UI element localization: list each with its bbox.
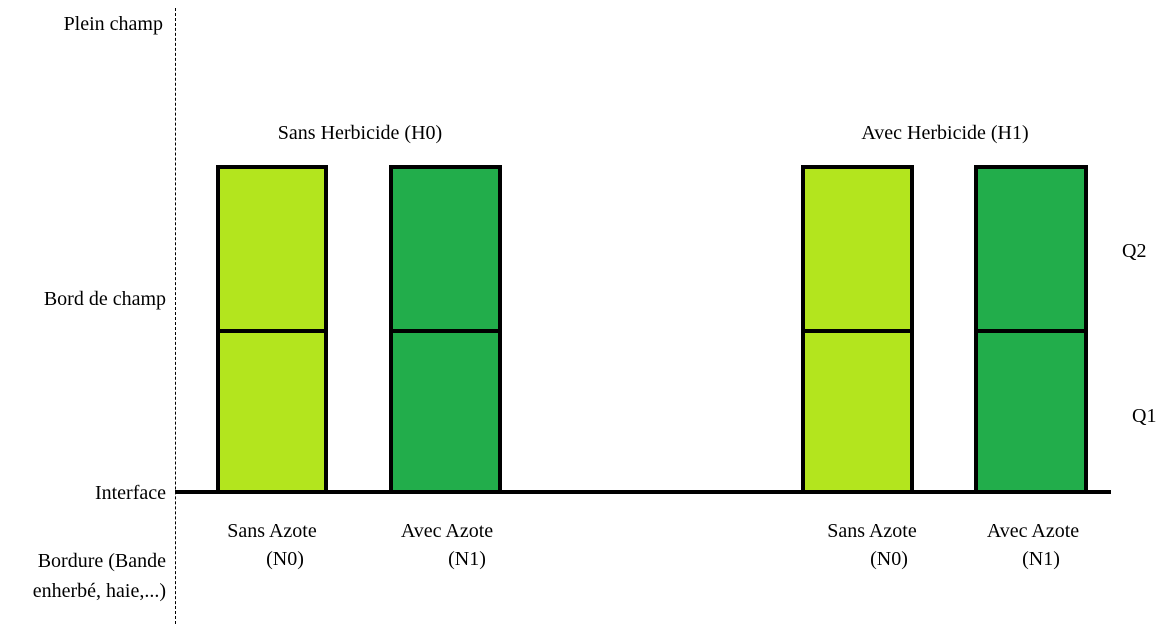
plot-h0-n0 — [216, 165, 328, 494]
plot-h1-n1 — [974, 165, 1088, 494]
quadrat-label-q1: Q1 — [1132, 405, 1157, 427]
plot-label-h0-n1-line2: (N1) — [448, 548, 486, 570]
quadrat-divider — [220, 329, 324, 333]
zone-label-bordure-line1: Bordure (Bande — [37, 550, 166, 572]
zone-label-interface: Interface — [94, 482, 166, 504]
plot-label-h1-n0-line1: Sans Azote — [827, 520, 917, 542]
zone-label-plein-champ: Plein champ — [63, 13, 163, 35]
plot-label-h1-n0-line2: (N0) — [870, 548, 908, 570]
interface-line — [175, 490, 1111, 494]
plot-h1-n0 — [801, 165, 914, 494]
quadrat-divider — [393, 329, 498, 333]
quadrat-label-q2: Q2 — [1122, 240, 1147, 262]
quadrat-divider — [978, 329, 1084, 333]
plot-h0-n1 — [389, 165, 502, 494]
plot-label-h0-n1-line1: Avec Azote — [400, 520, 494, 542]
quadrat-divider — [805, 329, 910, 333]
group-title-h1: Avec Herbicide (H1) — [861, 122, 1029, 144]
group-title-h0: Sans Herbicide (H0) — [277, 122, 443, 144]
zone-label-bord-de-champ: Bord de champ — [43, 288, 166, 310]
plot-label-h0-n0-line2: (N0) — [266, 548, 304, 570]
plot-label-h0-n0-line1: Sans Azote — [227, 520, 317, 542]
zone-label-bordure-line2: enherbé, haie,...) — [32, 580, 166, 602]
plot-label-h1-n1-line2: (N1) — [1022, 548, 1060, 570]
field-zone-axis — [175, 8, 176, 624]
plot-label-h1-n1-line1: Avec Azote — [986, 520, 1080, 542]
